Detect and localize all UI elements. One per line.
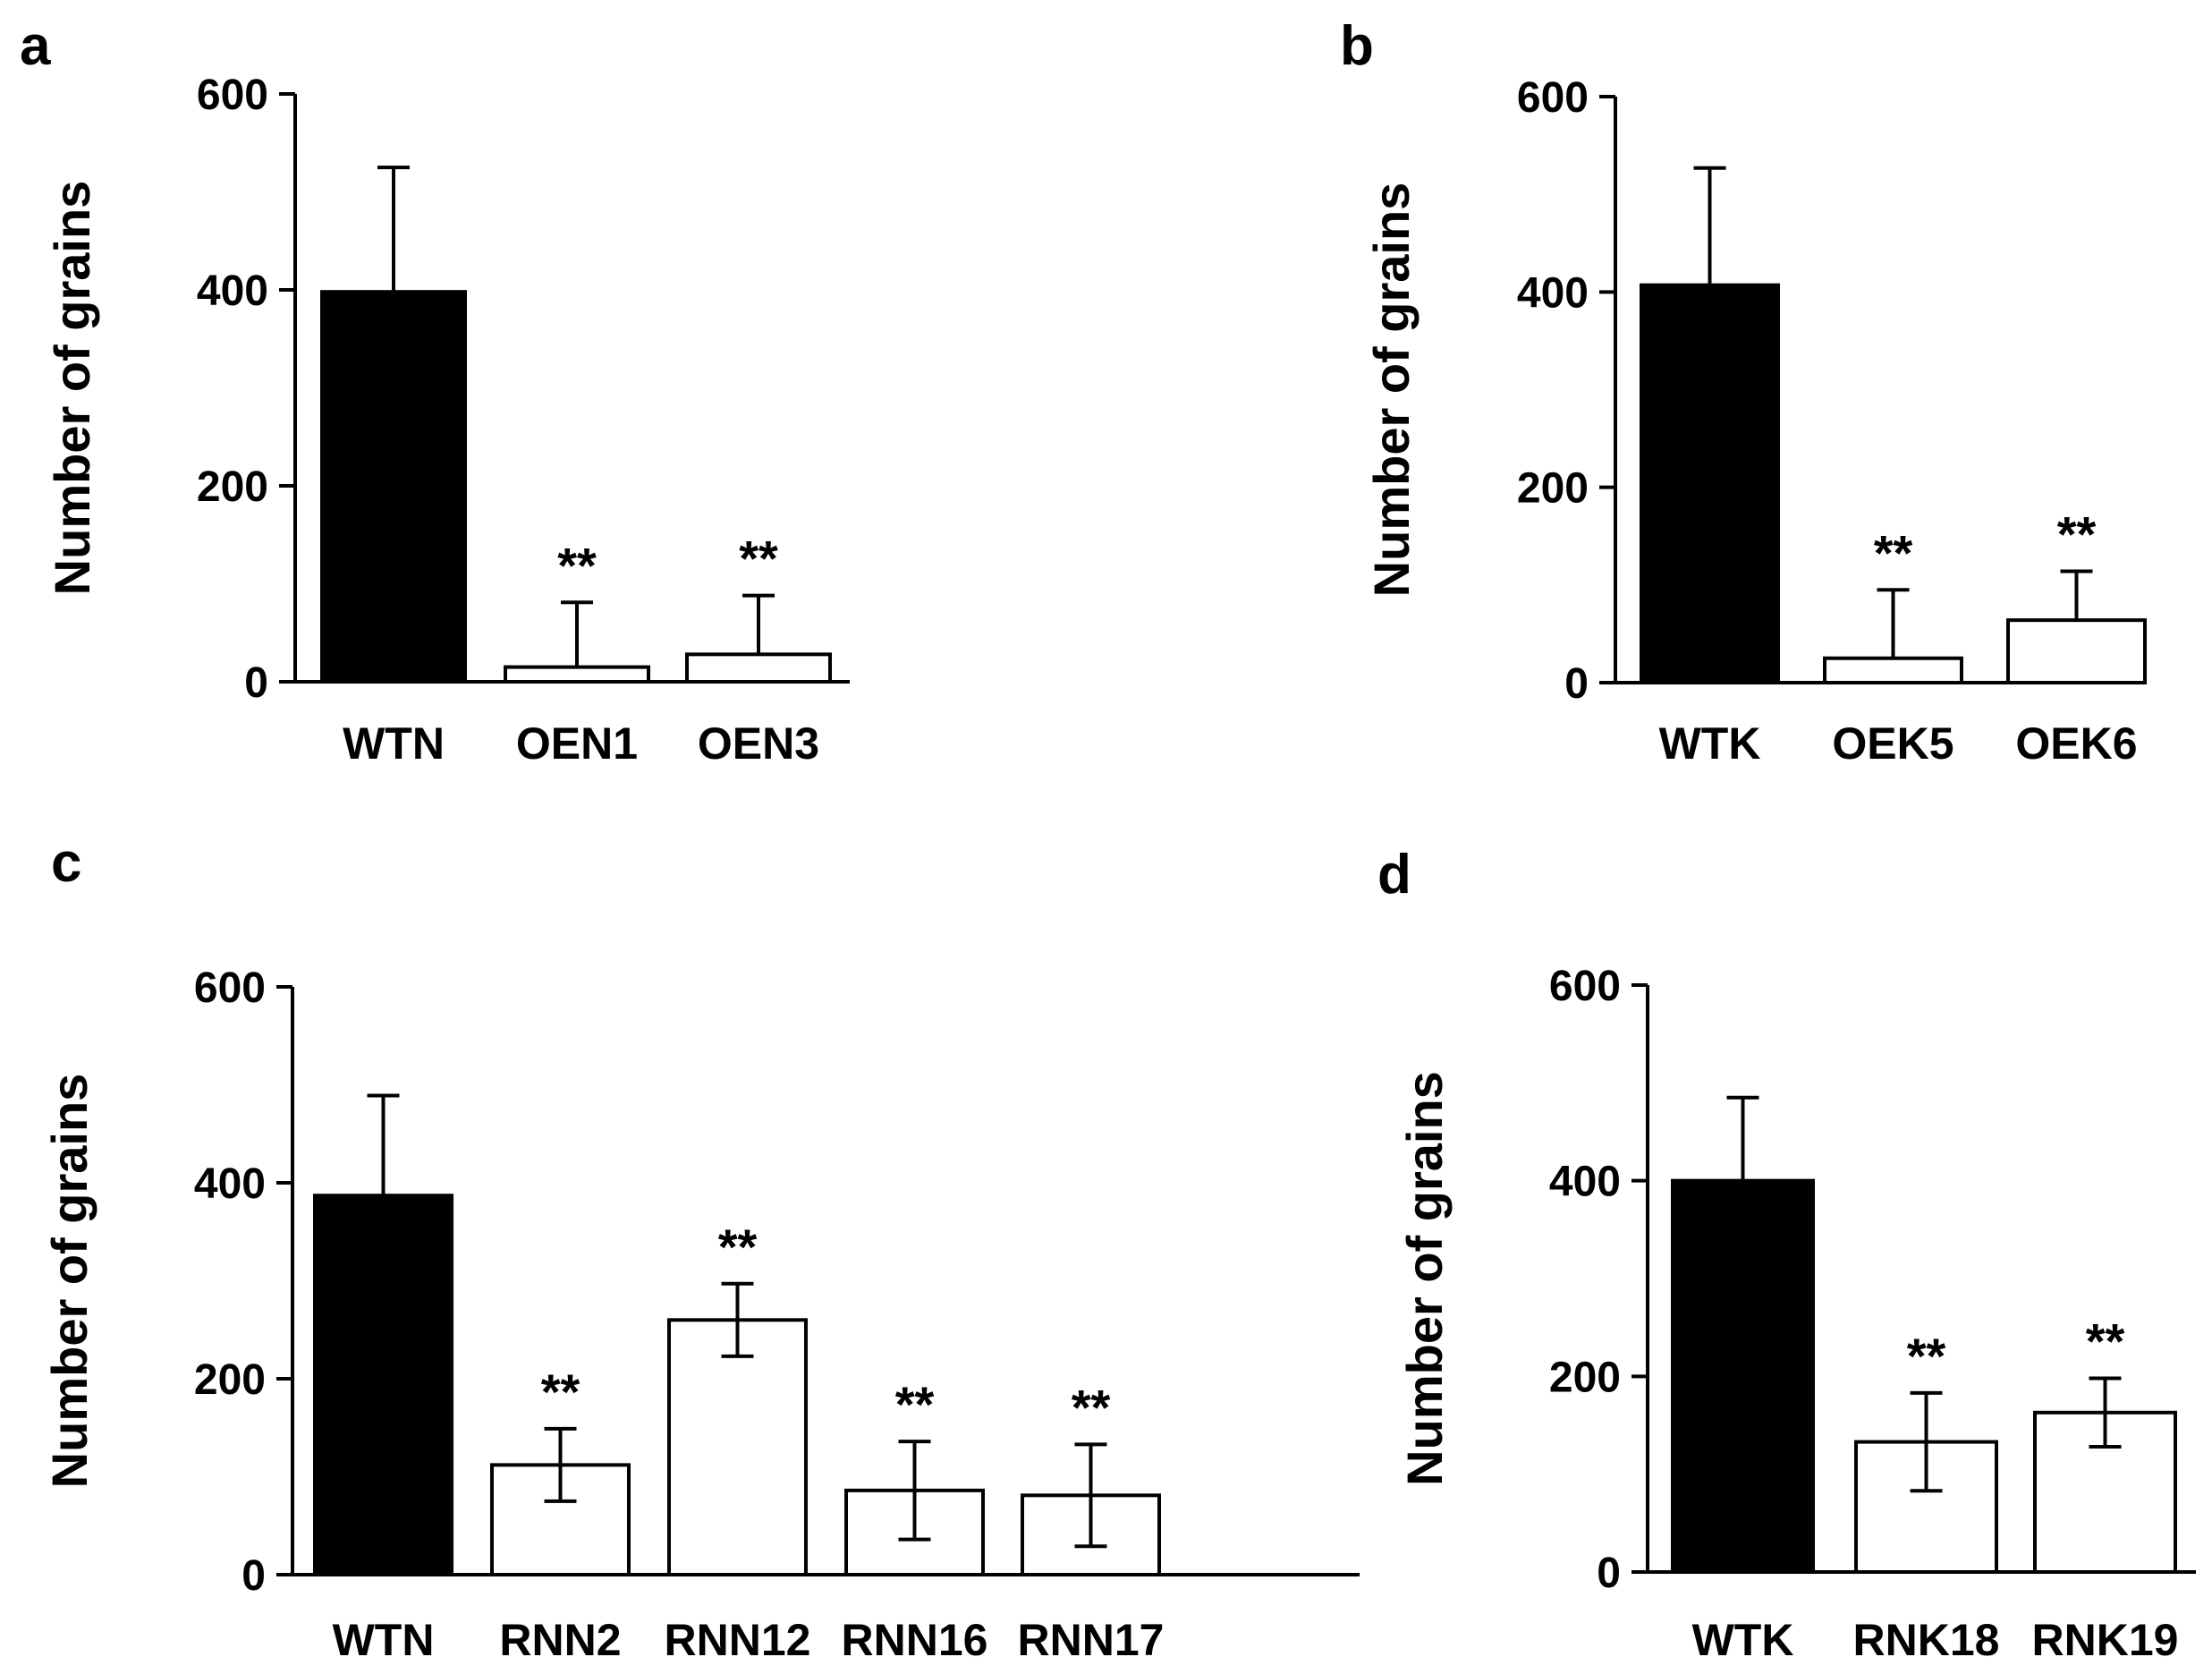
bar-rnk18 [1854, 1440, 1998, 1574]
x-tick-label: RNK18 [1853, 1615, 2000, 1665]
y-tick-label: 0 [1597, 1550, 1621, 1597]
x-tick-label: OEK5 [1832, 718, 1954, 769]
significance-label: ** [895, 1376, 935, 1432]
y-tick-label: 200 [194, 1356, 266, 1404]
bar-oen3 [685, 652, 832, 684]
y-tick-label: 200 [1517, 465, 1589, 513]
y-tick-label: 400 [197, 268, 268, 315]
bar-wtk [1671, 1178, 1815, 1574]
x-tick-label: RNN16 [842, 1615, 988, 1665]
significance-label: ** [541, 1364, 581, 1420]
x-tick-label: OEN1 [516, 718, 638, 769]
y-tick-label: 600 [1517, 74, 1589, 122]
bar-wtn [320, 290, 467, 684]
significance-label: ** [1907, 1328, 1946, 1384]
panel-letter: c [51, 832, 81, 894]
chart-panel-d: d 0 200 400 600 Number of grains WTK ** RNK18 ** R… [1377, 844, 2196, 1665]
panel-letter: a [20, 15, 51, 77]
y-axis-title: Number of grains [44, 181, 100, 596]
significance-label: ** [1072, 1379, 1111, 1435]
panel-letter: d [1377, 844, 1411, 905]
significance-label: ** [557, 537, 597, 593]
chart-panel-c: c 0 200 400 600 Number of grains WTN ** RNN2 ** RN… [41, 832, 1360, 1665]
y-tick-label: 400 [1517, 269, 1589, 317]
x-tick-label: OEN3 [698, 718, 819, 769]
significance-label: ** [2057, 506, 2097, 563]
x-tick-label: WTK [1659, 718, 1761, 769]
chart-panel-b: b 0 200 400 600 Number of grains WTK ** OEK5 ** OE… [1340, 15, 2147, 769]
y-tick-label: 200 [197, 463, 268, 511]
x-tick-label: RNN17 [1018, 1615, 1165, 1665]
y-tick-label: 200 [1549, 1354, 1621, 1401]
bar-rnn16 [844, 1488, 985, 1576]
y-tick-label: 400 [1549, 1159, 1621, 1206]
significance-label: ** [1874, 524, 1913, 581]
bar-oek6 [2006, 618, 2147, 685]
x-tick-label: WTN [333, 1615, 435, 1665]
y-tick-label: 600 [194, 964, 266, 1012]
y-axis-title: Number of grains [1396, 1071, 1453, 1486]
x-tick-label: RNK19 [2032, 1615, 2179, 1665]
significance-label: ** [739, 531, 778, 587]
bar-wtn [313, 1194, 453, 1576]
bar-rnn17 [1021, 1493, 1161, 1577]
bar-rnn2 [490, 1463, 631, 1576]
y-tick-label: 400 [194, 1160, 266, 1208]
y-tick-label: 600 [197, 72, 268, 119]
y-tick-label: 0 [244, 659, 268, 707]
bar-oen1 [504, 665, 650, 684]
x-tick-label: RNN2 [499, 1615, 621, 1665]
chart-panel-a: a 0 200 400 600 Number of grains WTN ** OEN1 ** OE… [20, 15, 850, 769]
y-axis-title: Number of grains [41, 1074, 97, 1489]
significance-label: ** [718, 1219, 758, 1275]
x-tick-label: WTN [343, 718, 445, 769]
y-axis-title: Number of grains [1363, 183, 1420, 598]
bar-rnn12 [667, 1318, 808, 1577]
bar-rnk19 [2033, 1410, 2177, 1574]
significance-label: ** [2086, 1313, 2125, 1370]
panel-letter: b [1340, 15, 1374, 77]
y-tick-label: 600 [1549, 963, 1621, 1010]
bar-oek5 [1823, 656, 1963, 684]
y-tick-label: 0 [1564, 660, 1589, 708]
y-tick-label: 0 [242, 1552, 266, 1600]
bar-wtk [1640, 283, 1780, 684]
x-tick-label: RNN12 [665, 1615, 811, 1665]
x-tick-label: OEK6 [2015, 718, 2137, 769]
x-tick-label: WTK [1692, 1615, 1794, 1665]
